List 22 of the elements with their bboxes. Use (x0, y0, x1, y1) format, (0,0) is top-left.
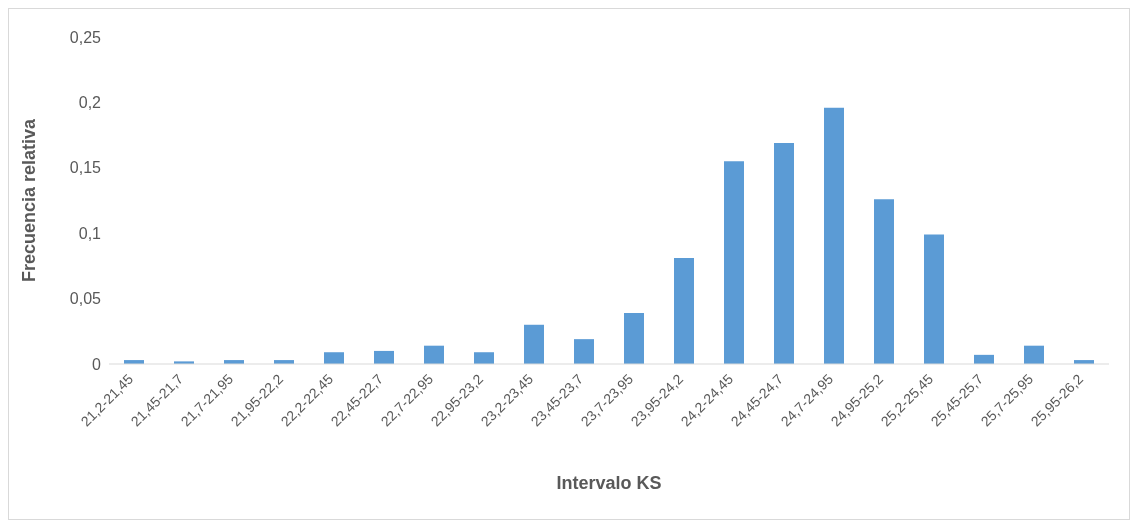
bar (824, 107, 844, 364)
y-tick-label: 0,05 (69, 290, 102, 308)
bar (474, 352, 494, 364)
bar (674, 258, 694, 364)
bar (324, 352, 344, 364)
bar (574, 339, 594, 364)
y-tick-label: 0,25 (69, 28, 102, 46)
y-axis-title: Frecuencia relativa (19, 117, 40, 283)
bar (424, 345, 444, 364)
x-axis-title: Intervalo KS (556, 473, 662, 493)
bar (774, 142, 794, 364)
bar (524, 324, 544, 364)
bar (874, 199, 894, 364)
bar (724, 161, 744, 364)
y-tick-label: 0,2 (78, 94, 102, 112)
bar (624, 312, 644, 364)
bar (924, 234, 944, 364)
bar (374, 350, 394, 364)
y-tick-label: 0,1 (78, 224, 102, 242)
y-tick-label: 0,15 (69, 159, 102, 177)
bar (1024, 345, 1044, 364)
y-tick-label: 0 (92, 355, 102, 373)
